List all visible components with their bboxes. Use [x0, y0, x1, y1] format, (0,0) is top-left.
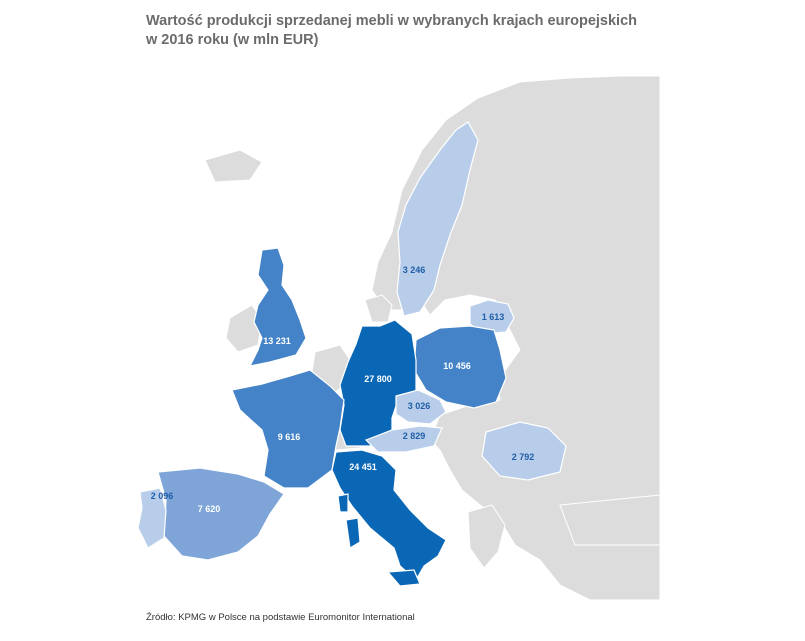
sweden-shape: [396, 121, 479, 317]
italy-shape: [331, 449, 447, 581]
country-value-labels: 27 800 24 451 13 231 10 456 9 616 7 620 …: [151, 265, 535, 514]
austria-shape: [364, 425, 443, 453]
label-spain: 7 620: [198, 504, 221, 514]
portugal-shape: [137, 487, 167, 549]
spain-shape: [157, 467, 285, 561]
label-czech: 3 026: [408, 401, 431, 411]
sicily-shape: [386, 569, 421, 587]
label-italy: 24 451: [349, 462, 377, 472]
label-germany: 27 800: [364, 374, 392, 384]
label-poland: 10 456: [443, 361, 471, 371]
czech-shape: [395, 389, 447, 425]
map-title-line-2: w 2016 roku (w mln EUR): [146, 32, 319, 48]
france-shape: [231, 369, 345, 489]
romania-shape: [481, 421, 567, 481]
poland-shape: [413, 325, 507, 409]
label-uk: 13 231: [263, 336, 291, 346]
corsica-shape: [337, 493, 349, 513]
source-note: Źródło: KPMG w Polsce na podstawie Eurom…: [146, 612, 415, 623]
lithuania-shape: [469, 299, 515, 335]
sardinia-shape: [345, 517, 361, 549]
denmark-land: [364, 294, 393, 323]
greece-land: [467, 504, 506, 569]
label-romania: 2 792: [512, 452, 535, 462]
iceland-land: [204, 149, 263, 183]
label-lithuania: 1 613: [482, 312, 505, 322]
ireland-land: [225, 304, 263, 353]
map-title: Wartość produkcji sprzedanej mebli w wyb…: [146, 12, 706, 50]
highlighted-countries: [137, 121, 567, 587]
turkey-land: [559, 494, 661, 546]
label-portugal: 2 096: [151, 491, 174, 501]
label-france: 9 616: [278, 432, 301, 442]
map-title-line-1: Wartość produkcji sprzedanej mebli w wyb…: [146, 13, 638, 29]
label-austria: 2 829: [403, 431, 426, 441]
label-sweden: 3 246: [403, 265, 426, 275]
uk-shape: [248, 247, 307, 367]
